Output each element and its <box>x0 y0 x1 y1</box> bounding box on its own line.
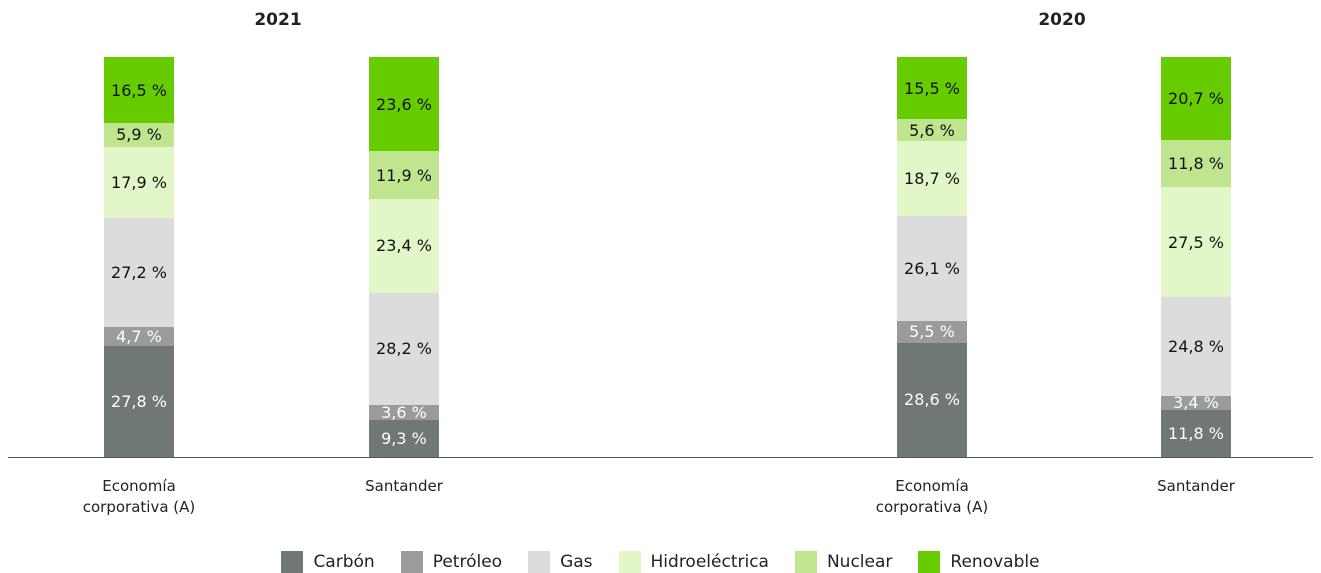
legend-item: Nuclear <box>794 551 893 573</box>
x-tick-label: Economía corporativa (A) <box>82 477 196 516</box>
data-label: 3,6 % <box>381 403 427 423</box>
bar-segment: 28,6 % <box>897 342 967 457</box>
data-label: 27,8 % <box>111 391 167 411</box>
legend: Carbón Petróleo Gas Hidroeléctrica Nuclear Re… <box>0 551 1321 573</box>
legend-label: Petróleo <box>432 552 503 572</box>
data-label: 27,2 % <box>111 263 167 283</box>
bar-segment: 5,6 % <box>897 119 967 142</box>
data-label: 4,7 % <box>116 326 162 346</box>
data-label: 27,5 % <box>1168 232 1224 252</box>
bar-segment: 27,5 % <box>1161 187 1231 297</box>
bar-segment: 11,9 % <box>369 151 439 199</box>
chart-title: 2020 <box>1038 10 1086 30</box>
data-label: 28,2 % <box>376 339 432 359</box>
bar-segment: 3,6 % <box>369 403 439 423</box>
bar-segment: 20,7 % <box>1161 57 1231 140</box>
bar-segment: 9,3 % <box>369 419 439 457</box>
data-label: 17,9 % <box>111 172 167 192</box>
data-label: 9,3 % <box>381 428 427 448</box>
bar-segment: 5,5 % <box>897 320 967 343</box>
bar-segment: 28,2 % <box>369 292 439 406</box>
bar-segment: 18,7 % <box>897 141 967 217</box>
legend-swatch <box>528 551 551 573</box>
bar-segment: 26,1 % <box>897 216 967 321</box>
bar-segment: 15,5 % <box>897 57 967 119</box>
legend-label: Gas <box>560 552 593 572</box>
bar-segment: 3,4 % <box>1161 393 1231 413</box>
baseline <box>8 457 1313 458</box>
data-label: 24,8 % <box>1168 337 1224 357</box>
chart-title: 2021 <box>254 10 302 30</box>
data-label: 23,4 % <box>376 236 432 256</box>
legend-swatch <box>618 551 641 573</box>
legend-swatch <box>281 551 304 573</box>
legend-swatch <box>918 551 941 573</box>
data-label: 26,1 % <box>904 258 960 278</box>
data-label: 23,6 % <box>376 94 432 114</box>
x-tick-label: Economía corporativa (A) <box>875 477 989 516</box>
legend-label: Carbón <box>313 552 375 572</box>
bar-segment: 23,4 % <box>369 199 439 293</box>
legend-item: Hidroeléctrica <box>618 551 769 573</box>
bar-segment: 24,8 % <box>1161 297 1231 397</box>
legend-label: Renovable <box>950 552 1040 572</box>
x-tick-label: Santander <box>1157 477 1235 495</box>
data-label: 18,7 % <box>904 169 960 189</box>
bar-segment: 23,6 % <box>369 57 439 152</box>
bar-segment: 17,9 % <box>104 146 174 219</box>
legend-label: Nuclear <box>826 552 893 572</box>
bar-segment: 16,5 % <box>104 57 174 123</box>
data-label: 5,6 % <box>909 120 955 140</box>
bar-segment: 27,2 % <box>104 218 174 327</box>
legend-item: Gas <box>528 551 593 573</box>
legend-item: Renovable <box>918 551 1040 573</box>
legend-swatch <box>794 551 817 573</box>
bar-segment: 11,8 % <box>1161 139 1231 187</box>
bar-segment: 11,8 % <box>1161 409 1231 457</box>
bar-segment: 4,7 % <box>104 327 174 346</box>
bar-segment: 5,9 % <box>104 123 174 147</box>
data-label: 5,5 % <box>909 322 955 342</box>
legend-item: Petróleo <box>400 551 503 573</box>
data-label: 5,9 % <box>116 125 162 145</box>
data-label: 20,7 % <box>1168 88 1224 108</box>
data-label: 3,4 % <box>1173 393 1219 413</box>
legend-item: Carbón <box>281 551 375 573</box>
data-label: 15,5 % <box>904 78 960 98</box>
data-label: 16,5 % <box>111 80 167 100</box>
data-label: 11,8 % <box>1168 153 1224 173</box>
x-tick-label: Santander <box>365 477 443 495</box>
legend-label: Hidroeléctrica <box>650 552 769 572</box>
bar-segment: 27,8 % <box>104 345 174 457</box>
data-label: 28,6 % <box>904 390 960 410</box>
data-label: 11,8 % <box>1168 423 1224 443</box>
legend-swatch <box>400 551 423 573</box>
data-label: 11,9 % <box>376 165 432 185</box>
